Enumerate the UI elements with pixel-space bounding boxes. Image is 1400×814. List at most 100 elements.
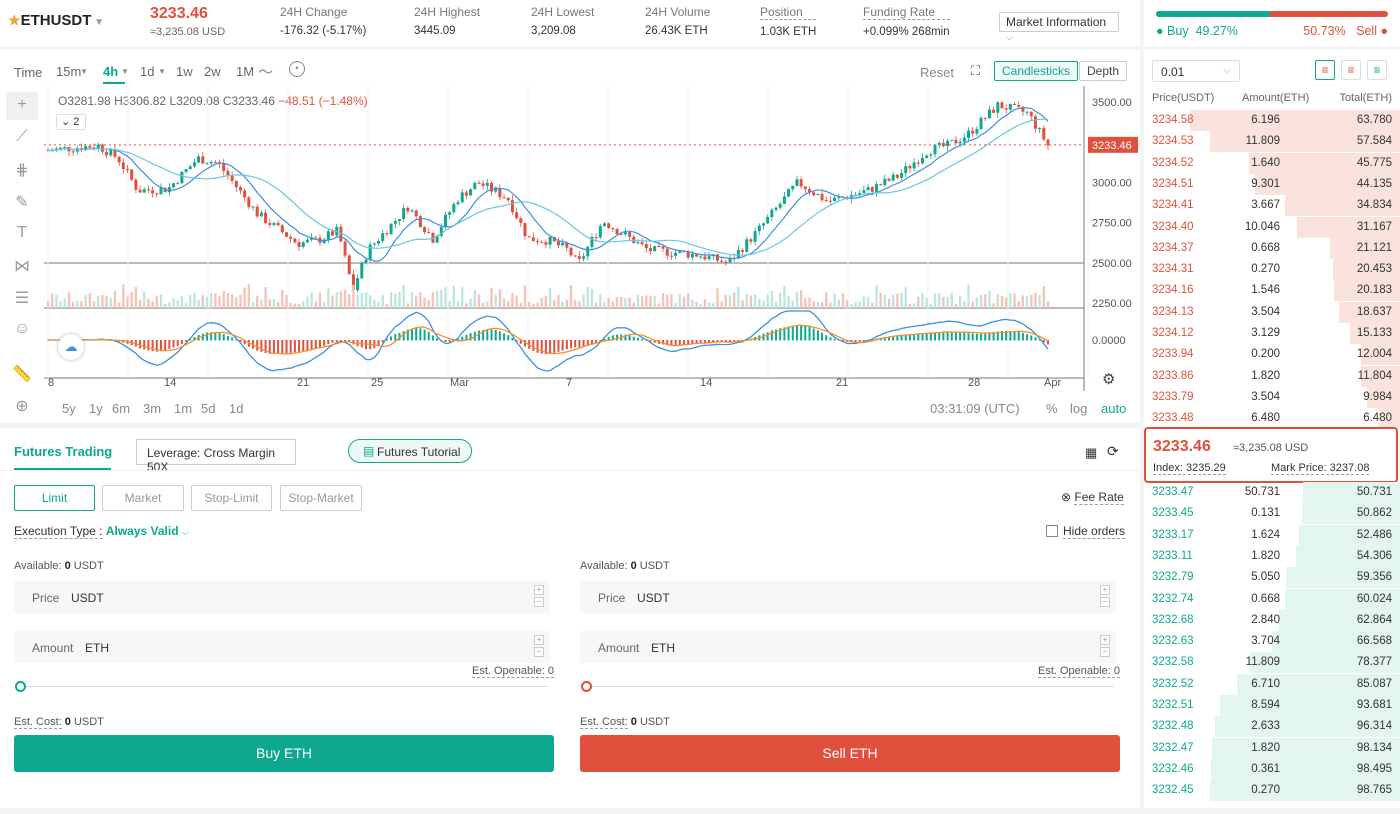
price-chart[interactable]: 3500.003250.003000.002750.002500.002250.… <box>44 86 1140 422</box>
refresh-icon[interactable]: ⟳ <box>1107 443 1119 459</box>
order-type-market[interactable]: Market <box>102 485 184 511</box>
cloud-icon[interactable]: ☁ <box>58 334 84 360</box>
ask-row[interactable]: 3233.86 1.820 11.804 <box>1144 365 1400 387</box>
trend-line-icon[interactable]: ⟋ <box>16 128 28 145</box>
ask-row[interactable]: 3234.16 1.546 20.183 <box>1144 280 1400 302</box>
fib-icon[interactable]: ⋕ <box>15 162 29 179</box>
buy-amount-plus[interactable]: + <box>534 635 544 645</box>
bid-row[interactable]: 3232.47 1.820 98.134 <box>1144 737 1400 759</box>
leverage-button[interactable]: Leverage: Cross Margin 50X <box>136 439 296 474</box>
buy-slider-handle[interactable] <box>15 681 26 692</box>
chart-opt-log[interactable]: log <box>1070 401 1088 416</box>
sell-price-minus[interactable]: − <box>1100 597 1110 607</box>
pattern-icon[interactable]: ⋈ <box>14 258 30 275</box>
bid-row[interactable]: 3233.45 0.131 50.862 <box>1144 503 1400 525</box>
bid-row[interactable]: 3232.51 8.594 93.681 <box>1144 695 1400 716</box>
sell-slider-track[interactable] <box>586 686 1114 687</box>
buy-price-plus[interactable]: + <box>534 585 544 595</box>
book-asks-icon[interactable]: ≡ <box>1341 60 1361 80</box>
indicator-toggle[interactable]: ⌄ 2 <box>56 114 86 130</box>
ask-row[interactable]: 3234.53 11.809 57.584 <box>1144 131 1400 153</box>
range-5y[interactable]: 5y <box>62 401 76 416</box>
range-1m[interactable]: 1m <box>174 401 193 416</box>
buy-amount-field[interactable]: Amount ETH + − <box>14 631 550 663</box>
reset-button[interactable]: Reset <box>920 65 954 80</box>
ask-row[interactable]: 3234.58 6.196 63.780 <box>1144 110 1400 131</box>
precision-select[interactable]: 0.01 ⌵ <box>1152 60 1240 82</box>
sell-price-plus[interactable]: + <box>1100 585 1110 595</box>
checkbox-box[interactable] <box>1046 525 1058 537</box>
ask-row[interactable]: 3234.37 0.668 21.121 <box>1144 237 1400 259</box>
buy-slider-track[interactable] <box>20 686 548 687</box>
interval-4h[interactable]: 4h <box>103 64 119 79</box>
book-bids-icon[interactable]: ≡ <box>1367 60 1387 80</box>
crosshair-tool[interactable] <box>6 92 38 120</box>
order-type-stop-market[interactable]: Stop-Market <box>280 485 362 511</box>
book-both-icon[interactable]: ≡ <box>1315 60 1335 80</box>
bid-row[interactable]: 3232.74 0.668 60.024 <box>1144 588 1400 610</box>
interval-15m[interactable]: 15m <box>56 64 82 79</box>
buy-price-field[interactable]: Price USDT + − <box>14 581 550 613</box>
interval-1M[interactable]: 1M <box>236 64 255 79</box>
emoji-icon[interactable]: ☺ <box>13 320 31 337</box>
bid-row[interactable]: 3233.11 1.820 54.306 <box>1144 545 1400 567</box>
buy-eth-button[interactable]: Buy ETH <box>14 735 554 772</box>
zoom-icon[interactable]: ⊕ <box>15 398 29 415</box>
interval-1w[interactable]: 1w <box>176 64 193 79</box>
ask-row[interactable]: 3234.12 3.129 15.133 <box>1144 323 1400 344</box>
measure-icon[interactable]: ☰ <box>14 290 30 307</box>
order-type-stop-limit[interactable]: Stop-Limit <box>191 485 272 511</box>
ruler-icon[interactable]: 📏 <box>12 366 32 383</box>
chart-opt-%[interactable]: % <box>1046 401 1058 416</box>
ask-row[interactable]: 3234.31 0.270 20.453 <box>1144 259 1400 281</box>
range-6m[interactable]: 6m <box>112 401 131 416</box>
range-5d[interactable]: 5d <box>201 401 216 416</box>
buy-price-minus[interactable]: − <box>534 597 544 607</box>
chart-type-icon[interactable]: 〜 <box>258 64 274 81</box>
bid-row[interactable]: 3232.48 2.633 96.314 <box>1144 716 1400 738</box>
indicators-icon[interactable]: • <box>289 61 305 77</box>
ask-row[interactable]: 3233.79 3.504 9.984 <box>1144 386 1400 408</box>
interval-1d[interactable]: 1d <box>140 64 155 79</box>
sell-price-field[interactable]: Price USDT + − <box>580 581 1116 613</box>
pair-selector[interactable]: ★ETHUSDT ▼ <box>8 12 105 29</box>
sell-amount-minus[interactable]: − <box>1100 647 1110 657</box>
candlesticks-button[interactable]: Candlesticks <box>994 61 1078 81</box>
depth-button[interactable]: Depth <box>1079 61 1127 81</box>
ask-row[interactable]: 3233.94 0.200 12.004 <box>1144 344 1400 366</box>
bid-row[interactable]: 3232.45 0.270 98.765 <box>1144 780 1400 802</box>
market-information-select[interactable]: Market Information ⌵ <box>999 12 1119 42</box>
crosshair-icon[interactable]: + <box>17 96 27 113</box>
bid-row[interactable]: 3232.46 0.361 98.495 <box>1144 758 1400 780</box>
range-1d[interactable]: 1d <box>229 401 244 416</box>
futures-tutorial-button[interactable]: ▤ Futures Tutorial <box>348 439 472 463</box>
bid-row[interactable]: 3232.52 6.710 85.087 <box>1144 673 1400 695</box>
calculator-icon[interactable]: ▦ <box>1085 445 1098 460</box>
ask-row[interactable]: 3234.13 3.504 18.637 <box>1144 301 1400 323</box>
order-type-limit[interactable]: Limit <box>14 485 95 511</box>
ask-row[interactable]: 3234.41 3.667 34.834 <box>1144 195 1400 217</box>
ask-row[interactable]: 3234.40 10.046 31.167 <box>1144 216 1400 238</box>
interval-2w[interactable]: 2w <box>204 64 221 79</box>
fee-rate-link[interactable]: ⊗ Fee Rate <box>1061 490 1124 505</box>
hide-orders-checkbox[interactable]: Hide orders <box>1046 524 1126 539</box>
bid-row[interactable]: 3233.47 50.731 50.731 <box>1144 482 1400 503</box>
fullscreen-icon[interactable]: ⛶ <box>971 63 981 78</box>
execution-type[interactable]: Execution Type : Always Valid ⌵ <box>14 524 189 539</box>
sell-amount-plus[interactable]: + <box>1100 635 1110 645</box>
bid-row[interactable]: 3232.58 11.809 78.377 <box>1144 652 1400 674</box>
sell-amount-field[interactable]: Amount ETH + − <box>580 631 1116 663</box>
sell-slider-handle[interactable] <box>581 681 592 692</box>
settings-gear-icon[interactable]: ⚙ <box>1102 371 1116 388</box>
bid-row[interactable]: 3232.68 2.840 62.864 <box>1144 609 1400 631</box>
range-1y[interactable]: 1y <box>89 401 103 416</box>
text-icon[interactable]: T <box>17 224 27 241</box>
brush-icon[interactable]: ✎ <box>15 194 29 211</box>
chart-opt-auto[interactable]: auto <box>1101 401 1127 416</box>
bid-row[interactable]: 3232.63 3.704 66.568 <box>1144 631 1400 653</box>
ask-row[interactable]: 3233.48 6.480 6.480 <box>1144 408 1400 430</box>
bid-row[interactable]: 3232.79 5.050 59.356 <box>1144 567 1400 589</box>
star-icon[interactable]: ★ <box>8 12 21 28</box>
ask-row[interactable]: 3234.51 9.301 44.135 <box>1144 173 1400 195</box>
sell-eth-button[interactable]: Sell ETH <box>580 735 1120 772</box>
